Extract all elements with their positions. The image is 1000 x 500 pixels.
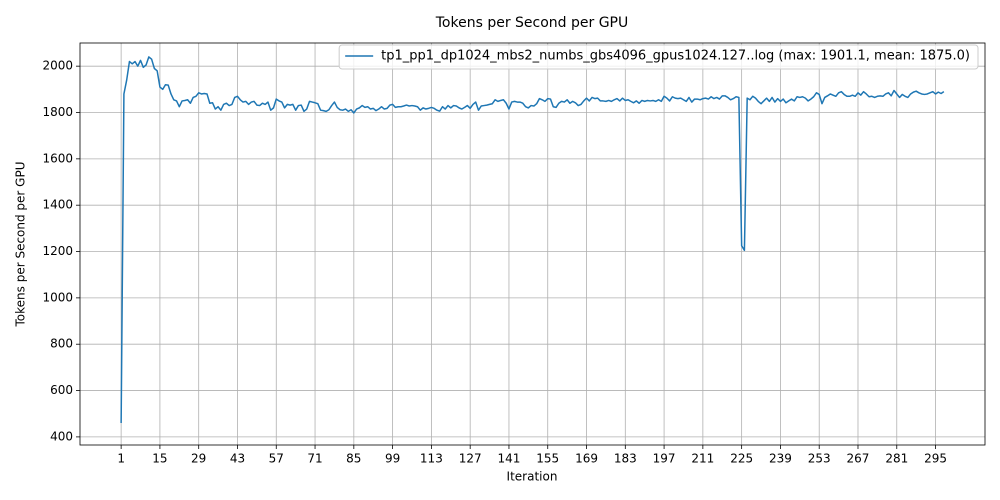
x-tick-label: 267: [847, 452, 870, 466]
x-tick-label: 183: [614, 452, 637, 466]
x-tick-label: 169: [575, 452, 598, 466]
legend-label: tp1_pp1_dp1024_mbs2_numbs_gbs4096_gpus10…: [381, 49, 970, 64]
y-tick-label: 400: [50, 429, 73, 443]
x-tick-label: 57: [269, 452, 284, 466]
x-tick-label: 281: [885, 452, 908, 466]
legend-box: [338, 44, 979, 70]
x-tick-label: 43: [230, 452, 245, 466]
y-tick-label: 2000: [42, 59, 73, 73]
x-tick-label: 295: [924, 452, 947, 466]
x-axis-label: Iteration: [507, 470, 558, 484]
x-tick-label: 1: [117, 452, 125, 466]
x-tick-label: 141: [498, 452, 521, 466]
y-tick-label: 1800: [42, 105, 73, 119]
x-tick-label: 15: [152, 452, 167, 466]
y-tick-label: 1200: [42, 244, 73, 258]
data-line: [120, 56, 945, 423]
y-axis-label: Tokens per Second per GPU: [14, 162, 28, 328]
x-tick-label: 85: [346, 452, 361, 466]
legend: tp1_pp1_dp1024_mbs2_numbs_gbs4096_gpus10…: [338, 44, 979, 70]
x-tick-label: 155: [536, 452, 559, 466]
x-tick-label: 197: [653, 452, 676, 466]
x-tick-label: 113: [420, 452, 443, 466]
plot-frame: [79, 42, 986, 446]
x-tick-label: 127: [459, 452, 482, 466]
x-tick-label: 253: [808, 452, 831, 466]
x-tick-label: 99: [385, 452, 400, 466]
y-tick-label: 600: [50, 383, 73, 397]
y-tick-label: 800: [50, 337, 73, 351]
x-tick-label: 239: [769, 452, 792, 466]
x-tick-label: 29: [191, 452, 206, 466]
x-tick-label: 225: [730, 452, 753, 466]
x-tick-label: 211: [691, 452, 714, 466]
x-tick-label: 71: [307, 452, 322, 466]
y-tick-label: 1600: [42, 151, 73, 165]
y-tick-label: 1000: [42, 290, 73, 304]
chart-title: Tokens per Second per GPU: [435, 15, 629, 31]
y-tick-label: 1400: [42, 198, 73, 212]
